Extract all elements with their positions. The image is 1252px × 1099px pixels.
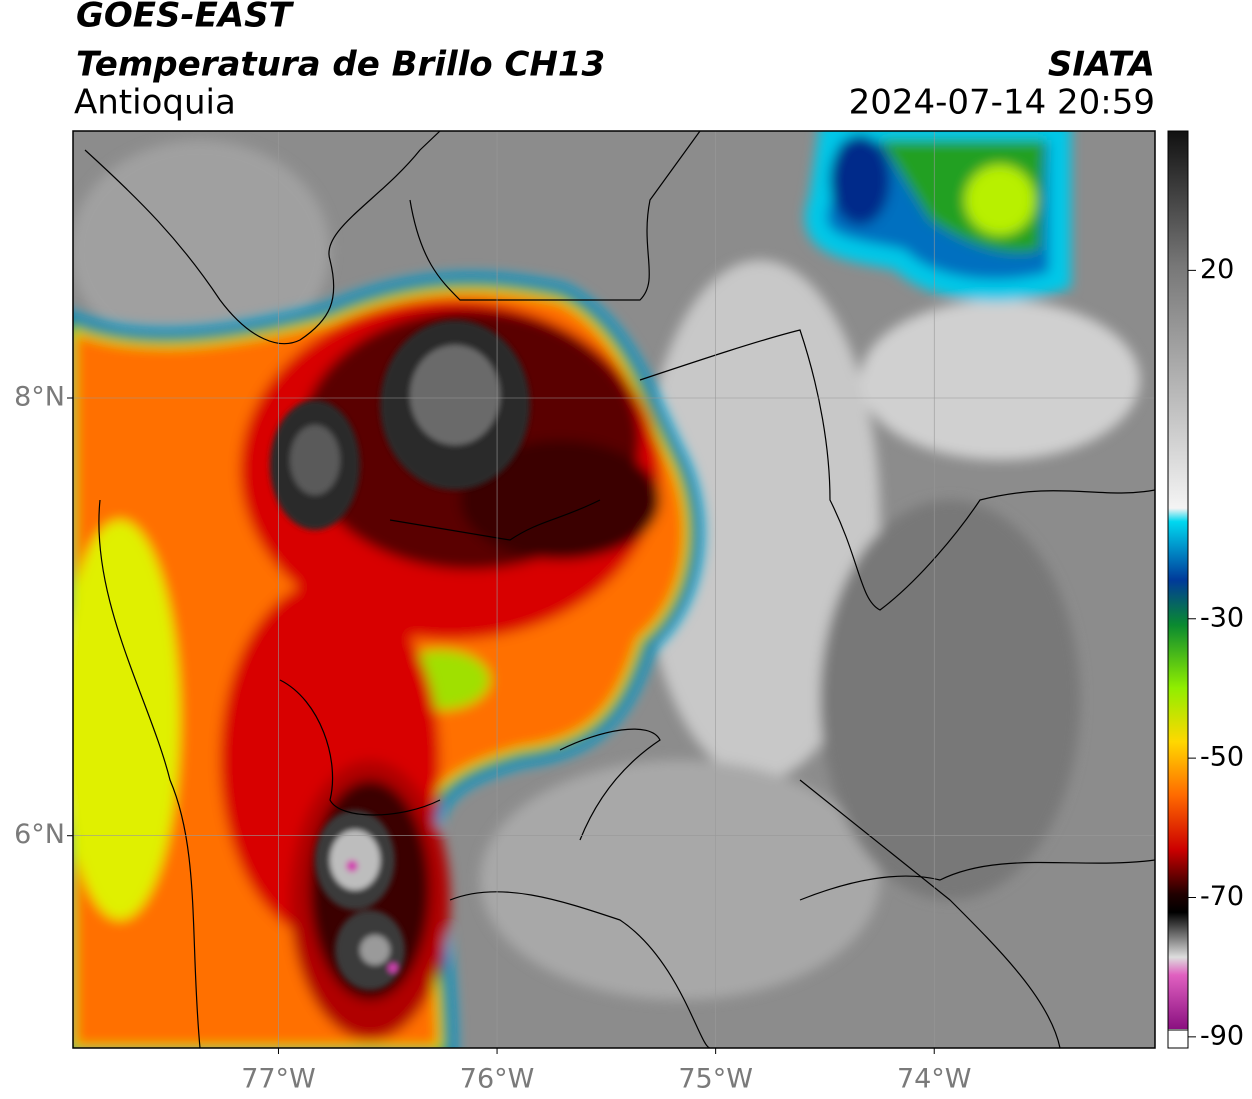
- colorbar-tick-label: -30: [1200, 602, 1244, 633]
- subtitle: Temperatura de Brillo CH13: [76, 45, 605, 85]
- y-tick-label: 6°N: [14, 819, 65, 850]
- colorbar-tick-label: -70: [1200, 881, 1244, 912]
- colorbar-tick-label: 20: [1200, 254, 1234, 285]
- title: GOES-EAST: [76, 0, 295, 36]
- x-tick-label: 76°W: [460, 1064, 535, 1095]
- grid: [73, 131, 1155, 1048]
- colorbar: [1168, 131, 1188, 1029]
- colorbar-tick-label: -90: [1200, 1020, 1244, 1051]
- datetime: 2024-07-14 20:59: [849, 83, 1155, 123]
- x-tick-label: 74°W: [897, 1064, 972, 1095]
- y-tick-label: 8°N: [14, 382, 65, 413]
- borders: [84, 131, 1155, 1048]
- colorbar-under: [1167, 1029, 1189, 1049]
- region: Antioquia: [74, 83, 236, 123]
- x-tick-label: 75°W: [678, 1064, 753, 1095]
- source: SIATA: [1048, 45, 1155, 85]
- satellite-image: [73, 131, 1155, 1048]
- colorbar-frame: [1167, 130, 1189, 1049]
- colorbar-tick-label: -50: [1200, 742, 1244, 773]
- map-frame: [72, 130, 1156, 1049]
- x-tick-label: 77°W: [241, 1064, 316, 1095]
